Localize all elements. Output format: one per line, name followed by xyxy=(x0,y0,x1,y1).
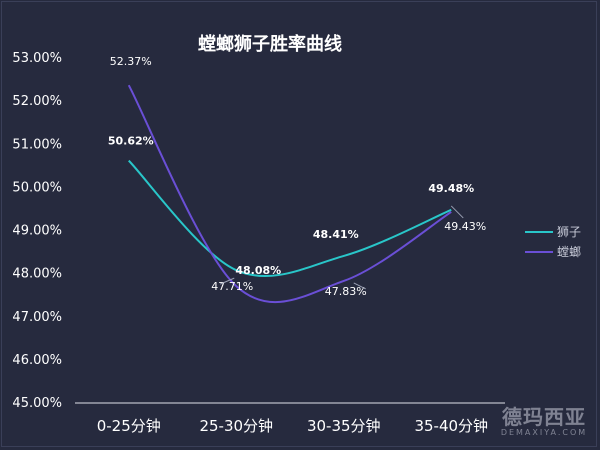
watermark-logo: 德玛西亚 DEMAXIYA.COM xyxy=(494,406,594,438)
y-tick-label: 53.00% xyxy=(12,51,62,66)
chart-title: 螳螂狮子胜率曲线 xyxy=(198,34,342,55)
x-tick-label: 0-25分钟 xyxy=(97,417,161,435)
data-label-lion: 49.48% xyxy=(428,182,474,195)
y-tick-label: 47.00% xyxy=(12,310,62,325)
x-tick-label: 30-35分钟 xyxy=(307,417,381,435)
data-label-lion: 48.08% xyxy=(235,264,281,277)
data-label-lion: 48.41% xyxy=(313,228,359,241)
legend-label-mantis: 螳螂 xyxy=(557,245,581,259)
y-tick-label: 48.00% xyxy=(12,267,62,282)
y-tick-label: 45.00% xyxy=(12,396,62,411)
data-label-mantis: 47.83% xyxy=(325,285,367,298)
label-leader-line xyxy=(353,282,366,290)
label-leader-line xyxy=(220,277,235,285)
data-label-lion: 50.62% xyxy=(108,135,154,148)
series-line-mantis xyxy=(127,84,452,304)
label-leader-line xyxy=(450,205,464,219)
y-tick-label: 49.00% xyxy=(12,224,62,239)
watermark-en: DEMAXIYA.COM xyxy=(500,428,588,437)
x-tick-label: 25-30分钟 xyxy=(199,417,273,435)
legend-label-lion: 狮子 xyxy=(557,225,581,239)
watermark-cn: 德玛西亚 xyxy=(502,405,586,429)
data-label-mantis: 52.37% xyxy=(110,55,152,68)
y-tick-label: 46.00% xyxy=(12,353,62,368)
x-tick-label: 35-40分钟 xyxy=(414,417,488,435)
y-tick-label: 51.00% xyxy=(12,137,62,152)
data-label-mantis: 49.43% xyxy=(444,220,486,233)
y-tick-label: 50.00% xyxy=(12,180,62,195)
data-label-mantis: 47.71% xyxy=(211,280,253,293)
series-line-lion xyxy=(128,159,452,278)
y-tick-label: 52.00% xyxy=(12,94,62,109)
